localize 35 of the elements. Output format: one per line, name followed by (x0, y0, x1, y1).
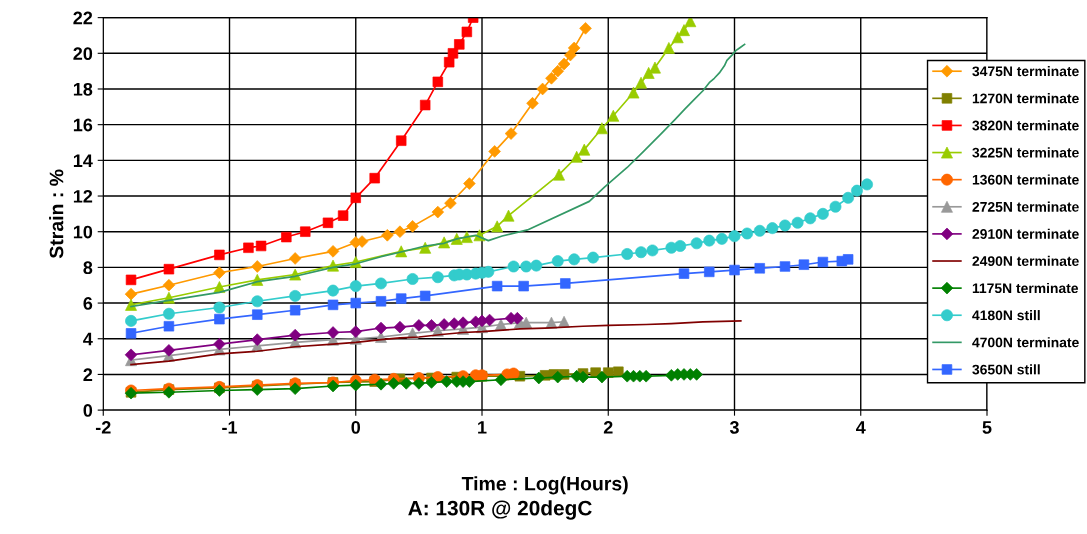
x-tick-label: 4 (856, 421, 866, 434)
y-tick-label: 12 (73, 189, 93, 203)
legend-label: 4700N terminate (972, 337, 1079, 348)
x-tick-label: -1 (222, 421, 238, 434)
legend-label: 2725N terminate (972, 201, 1079, 212)
legend-label: 1175N terminate (972, 282, 1079, 294)
y-tick-label: 10 (73, 225, 93, 239)
y-tick-label: 8 (83, 261, 93, 275)
y-tick-label: 2 (83, 368, 93, 381)
y-tick-label: 16 (73, 118, 93, 132)
legend-label: 3225N terminate (972, 147, 1079, 158)
x-tick-label: -2 (95, 421, 111, 434)
legend-label: 3820N terminate (972, 120, 1079, 131)
text: A: 130R @ 20degC (408, 500, 592, 520)
x-tick-label: 3 (729, 421, 739, 434)
y-tick-label: 0 (83, 404, 93, 417)
y-tick-label: 6 (83, 297, 93, 310)
legend-label: 4180N still (972, 310, 1040, 321)
legend-label: 3650N still (972, 364, 1040, 375)
x-axis-title: Time : Log(Hours) (461, 476, 628, 495)
x-tick-label: 5 (982, 421, 992, 434)
legend-label: 2490N terminate (972, 255, 1079, 267)
y-tick-label: 22 (73, 11, 93, 25)
x-tick-label: 0 (351, 421, 361, 434)
x-tick-label: 1 (478, 421, 487, 434)
legend-label: 1360N terminate (972, 174, 1079, 185)
legend-label: 1270N terminate (972, 93, 1079, 104)
y-axis-title: Strain : % (49, 169, 64, 259)
y-tick-label: 18 (73, 82, 93, 96)
y-tick-label: 4 (83, 332, 93, 346)
y-tick-label: 14 (73, 154, 93, 167)
legend-label: 2910N terminate (972, 228, 1079, 239)
x-tick-label: 2 (603, 421, 613, 434)
legend-label: 3475N terminate (972, 66, 1079, 77)
y-tick-label: 20 (73, 47, 93, 61)
